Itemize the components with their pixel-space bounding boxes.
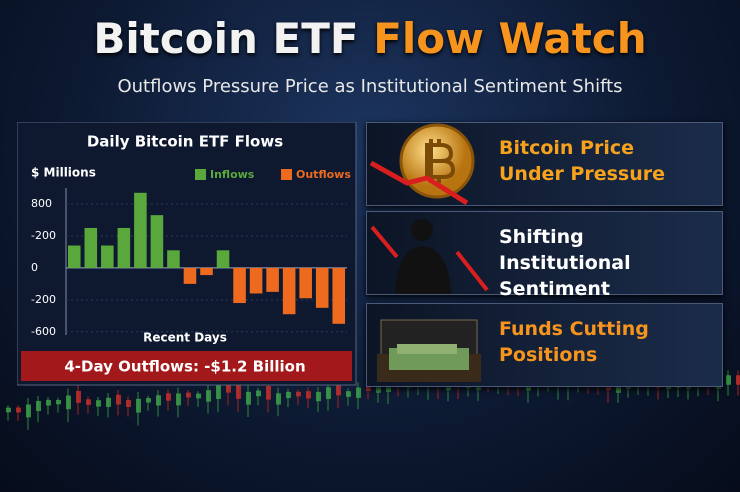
bar [101,245,114,268]
decor-candle [186,392,191,398]
panel-line: Under Pressure [499,163,666,185]
bar [84,227,98,268]
y-tick-label: -600 [31,325,56,338]
bar [67,245,81,268]
decor-candle [316,391,321,402]
bar [167,250,180,268]
decor-candle [96,400,101,407]
decor-candle [106,397,111,407]
y-tick-label: -200 [31,229,56,242]
decor-candle [66,395,71,410]
decor-candle [146,398,151,403]
title-accent: Flow Watch [373,14,647,63]
banner-text: 4-Day Outflows: -$1.2 Billion [64,358,305,376]
bar [233,267,246,304]
panel-line: Funds Cutting [499,318,649,340]
panel: Funds Cutting Positions [366,303,723,387]
decor-candle [176,393,181,406]
bar [266,267,279,292]
panel-text: Shifting Institutional Sentiment [499,224,722,302]
subtitle: Outflows Pressure Price as Institutional… [117,76,623,97]
banner [21,351,352,381]
decor-candle [236,384,241,399]
y-tick-label: -200 [31,293,56,306]
y-tick-label: 0 [31,261,38,274]
decor-candle [6,407,11,413]
chart-title: Daily Bitcoin ETF Flows [87,133,283,151]
bar [200,267,213,276]
chart: Daily Bitcoin ETF Flows $ Millions Recen… [17,122,357,386]
bar [282,267,296,315]
bar [117,227,131,268]
decor-candle [616,384,621,393]
decor-candle [726,375,731,385]
title-main: Bitcoin ETF [93,14,359,63]
legend-label: Inflows [210,168,255,181]
panel-line: Positions [499,344,598,366]
y-tick-label: 800 [31,197,52,210]
decor-candle [26,404,31,418]
decor-candle [246,391,251,405]
decor-candle [286,391,291,399]
decor-candle [326,387,331,399]
decor-candle [356,387,361,398]
decor-candle [156,395,161,406]
bar [150,215,164,268]
decor-candle [136,398,141,413]
decor-candle [16,407,21,413]
legend-label: Outflows [296,168,351,181]
bar [332,267,346,324]
bar [315,267,329,308]
panel-text: Funds Cutting Positions [499,316,649,368]
bar [299,267,312,299]
decor-candle [376,384,381,393]
decor-candle [296,391,301,397]
coin-icon [369,123,475,205]
decor-candle [276,393,281,405]
y-axis-label: $ Millions [31,166,96,180]
bar [183,267,197,284]
decor-candle [366,386,371,391]
decor-candle [736,375,740,385]
chart-frame [17,122,357,386]
legend-swatch [195,169,206,180]
panel-line: Bitcoin Price [499,137,635,159]
decor-candle [86,399,91,405]
legend-swatch [281,169,292,180]
x-axis-label: Recent Days [143,331,227,345]
panel-line: Shifting [499,226,584,248]
decor-candle [76,390,81,403]
title: Bitcoin ETF Flow Watch [0,14,740,63]
decor-candle [206,390,211,402]
decor-candle [196,393,201,399]
briefcase-icon [377,319,481,382]
panel-text: Bitcoin Price Under Pressure [499,135,665,187]
panel: Bitcoin Price Under Pressure [366,122,723,206]
decor-candle [336,381,341,396]
decor-candle [346,391,351,397]
decor-candle [226,379,231,393]
person-icon [370,219,489,294]
decor-candle [216,384,221,399]
decor-candle [126,399,131,408]
panel-line: Institutional Sentiment [499,252,631,300]
decor-candle [56,400,61,405]
decor-candle [166,393,171,401]
decor-candle [116,394,121,405]
decor-candle [306,391,311,399]
bar [249,267,263,294]
bar [134,192,147,268]
decor-candle [46,399,51,406]
bar [216,250,230,268]
decor-candle [266,386,271,400]
decor-candle [256,390,261,397]
panel: Shifting Institutional Sentiment [366,211,723,300]
decor-candle [36,400,41,412]
